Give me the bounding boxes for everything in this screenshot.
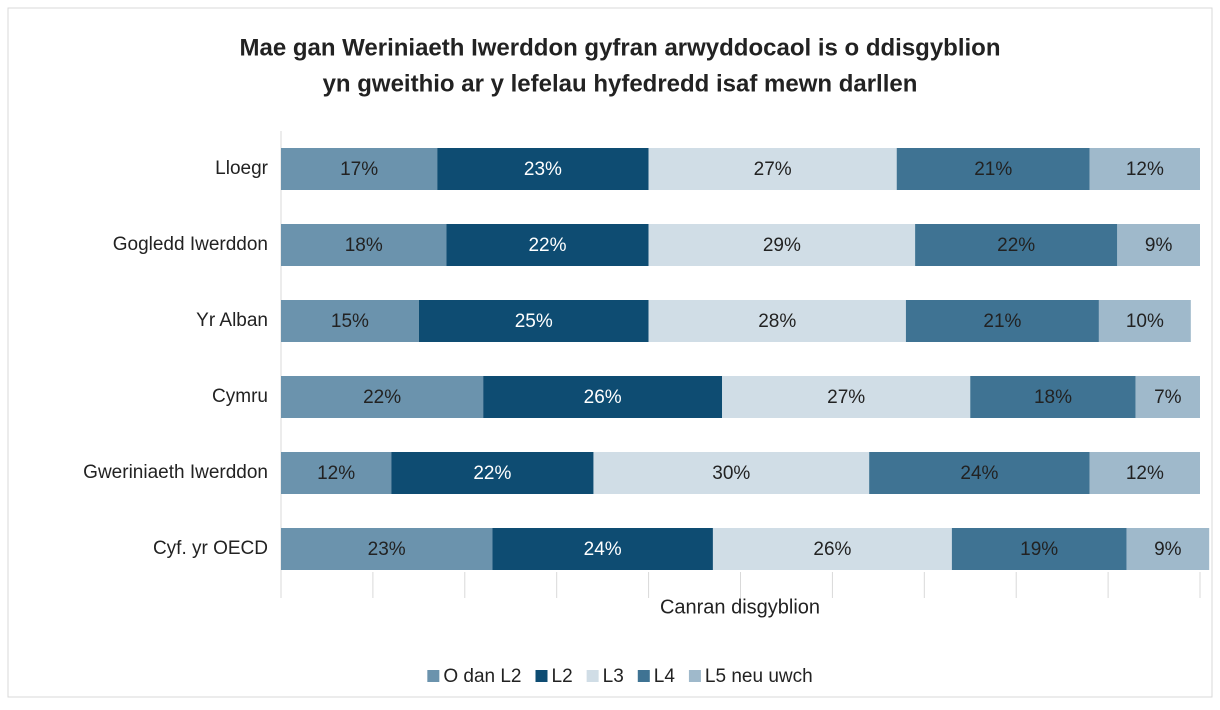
bar-segment xyxy=(281,148,438,190)
y-tick-label: Gogledd Iwerddon xyxy=(113,234,268,255)
data-label: 18% xyxy=(345,235,383,256)
data-label: 9% xyxy=(1154,539,1182,560)
data-label: 22% xyxy=(363,387,401,408)
data-label: 22% xyxy=(528,235,566,256)
data-label: 24% xyxy=(960,463,998,484)
bar-segment xyxy=(281,528,493,570)
y-tick-label: Cyf. yr OECD xyxy=(153,538,268,559)
data-label: 23% xyxy=(524,159,562,180)
data-label: 10% xyxy=(1126,311,1164,332)
y-tick-label: Gweriniaeth Iwerddon xyxy=(83,462,268,483)
legend-label: L2 xyxy=(552,666,573,687)
bar-segment xyxy=(951,528,1127,570)
data-label: 27% xyxy=(754,159,792,180)
chart-title: yn gweithio ar y lefelau hyfedredd isaf … xyxy=(323,70,918,97)
data-label: 17% xyxy=(340,159,378,180)
legend-label: L3 xyxy=(603,666,624,687)
bar-segment xyxy=(483,376,723,418)
legend-swatch xyxy=(535,670,548,682)
bar-segment xyxy=(869,452,1090,494)
legend: O dan L2 L2 L3 L4 L5 neu uwch xyxy=(427,666,813,687)
data-label: 21% xyxy=(974,159,1012,180)
bar-segment xyxy=(446,224,649,266)
data-label: 22% xyxy=(997,235,1035,256)
bar-segment xyxy=(1098,300,1191,342)
data-label: 21% xyxy=(983,311,1021,332)
legend-swatch xyxy=(688,670,701,682)
data-label: 30% xyxy=(712,463,750,484)
bar-segment xyxy=(1135,376,1200,418)
data-label: 9% xyxy=(1145,235,1173,256)
data-label: 12% xyxy=(1126,463,1164,484)
data-label: 12% xyxy=(317,463,355,484)
y-tick-label: Yr Alban xyxy=(196,310,268,331)
legend-label: L5 neu uwch xyxy=(705,666,813,687)
y-tick-label: Cymru xyxy=(212,386,268,407)
bar-segment xyxy=(915,224,1118,266)
bar-segment xyxy=(437,148,649,190)
chart-frame xyxy=(7,7,1213,698)
bar-segment xyxy=(905,300,1099,342)
legend-swatch xyxy=(586,670,599,682)
legend-swatch xyxy=(427,670,440,682)
data-label: 22% xyxy=(473,463,511,484)
data-label: 23% xyxy=(368,539,406,560)
data-label: 27% xyxy=(827,387,865,408)
legend-label: O dan L2 xyxy=(443,666,521,687)
bar-segment xyxy=(492,528,713,570)
bar-segment xyxy=(896,148,1090,190)
data-label: 24% xyxy=(584,539,622,560)
bar-segment xyxy=(1089,452,1200,494)
bar-segment xyxy=(593,452,870,494)
data-label: 12% xyxy=(1126,159,1164,180)
data-label: 19% xyxy=(1020,539,1058,560)
data-label: 25% xyxy=(515,311,553,332)
bar-segment xyxy=(418,300,649,342)
bar-segment xyxy=(281,376,484,418)
bar-segment xyxy=(1089,148,1200,190)
data-label: 28% xyxy=(758,311,796,332)
bar-segment xyxy=(648,224,916,266)
bar-segment xyxy=(281,224,447,266)
legend-swatch xyxy=(637,670,650,682)
chart-title: Mae gan Weriniaeth Iwerddon gyfran arwyd… xyxy=(239,34,1000,61)
data-label: 26% xyxy=(584,387,622,408)
legend-label: L4 xyxy=(654,666,676,687)
bar-segment xyxy=(391,452,594,494)
bar-segment xyxy=(281,452,392,494)
bar-segment xyxy=(722,376,971,418)
bar-segment xyxy=(1126,528,1210,570)
bar-segment xyxy=(1117,224,1200,266)
data-label: 26% xyxy=(813,539,851,560)
x-axis-label: Canran disgyblion xyxy=(660,596,820,618)
bar-segment xyxy=(281,300,419,342)
bar-segment xyxy=(648,148,897,190)
y-tick-label: Lloegr xyxy=(215,158,268,179)
bar-segment xyxy=(970,376,1136,418)
data-label: 29% xyxy=(763,235,801,256)
bar-segment xyxy=(648,300,906,342)
data-label: 18% xyxy=(1034,387,1072,408)
data-label: 15% xyxy=(331,311,369,332)
bar-segment xyxy=(712,528,952,570)
data-label: 7% xyxy=(1154,387,1182,408)
